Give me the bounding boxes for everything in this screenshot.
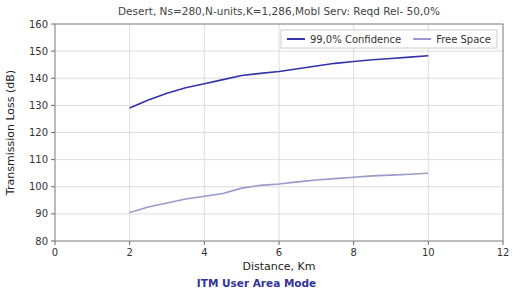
- legend-label: 99,0% Confidence: [310, 34, 401, 45]
- x-tick: [204, 241, 205, 245]
- legend-swatch: [287, 38, 305, 40]
- y-grid-line: [55, 105, 503, 106]
- legend-swatch: [413, 38, 431, 40]
- x-tick-label: 8: [350, 247, 356, 258]
- y-grid-line: [55, 132, 503, 133]
- x-axis-label: Distance, Km: [242, 260, 315, 273]
- series-line: [130, 173, 429, 212]
- series-group: [130, 56, 429, 213]
- x-tick-label: 6: [276, 247, 282, 258]
- y-tick: [51, 105, 55, 106]
- legend: 99,0% Confidence Free Space: [281, 30, 497, 48]
- x-tick: [129, 241, 130, 245]
- y-tick: [51, 51, 55, 52]
- subtitle: ITM User Area Mode: [197, 277, 316, 289]
- title: Desert, Ns=280,N-units,K=1,286,Mobl Serv…: [118, 5, 440, 17]
- x-tick: [279, 241, 280, 245]
- x-tick-label: 2: [126, 247, 132, 258]
- x-tick: [353, 241, 354, 245]
- y-grid-line: [55, 51, 503, 52]
- legend-item: Free Space: [413, 34, 491, 45]
- y-tick: [51, 186, 55, 187]
- x-tick-label: 10: [422, 247, 435, 258]
- x-tick-label: 0: [52, 247, 58, 258]
- y-tick: [51, 132, 55, 133]
- legend-item: 99,0% Confidence: [287, 34, 401, 45]
- y-grid-line: [55, 159, 503, 160]
- y-tick: [51, 24, 55, 25]
- y-tick-label: 160: [29, 19, 48, 30]
- y-tick-label: 100: [29, 181, 48, 192]
- grid: [55, 24, 503, 241]
- y-grid-line: [55, 78, 503, 79]
- y-tick-label: 120: [29, 127, 48, 138]
- x-tick: [428, 241, 429, 245]
- plot-frame: [55, 24, 503, 241]
- y-tick-label: 110: [29, 154, 48, 165]
- y-tick: [51, 159, 55, 160]
- y-grid-line: [55, 186, 503, 187]
- chart: 0 2 4 6 8 10 12 80 90 100 110 120 130 140 150 160 99,0% …: [0, 0, 513, 293]
- y-tick-label: 150: [29, 46, 48, 57]
- y-tick: [51, 241, 55, 242]
- y-tick-label: 90: [35, 208, 48, 219]
- x-tick-label: 12: [497, 247, 510, 258]
- y-tick-label: 140: [29, 73, 48, 84]
- y-tick-label: 80: [35, 236, 48, 247]
- legend-label: Free Space: [436, 34, 491, 45]
- x-tick-label: 4: [201, 247, 207, 258]
- series-line: [130, 56, 429, 108]
- y-tick: [51, 213, 55, 214]
- y-axis-label: Transmission Loss (dB): [4, 70, 17, 196]
- y-grid-line: [55, 213, 503, 214]
- y-tick: [51, 78, 55, 79]
- x-tick: [55, 241, 56, 245]
- legend-box: [281, 30, 497, 48]
- y-tick-label: 130: [29, 100, 48, 111]
- x-tick: [503, 241, 504, 245]
